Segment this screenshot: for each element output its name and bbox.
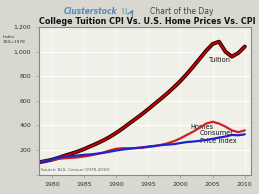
Text: Source: BLS, Census (1978-2010): Source: BLS, Census (1978-2010) — [41, 168, 110, 172]
Text: Homes: Homes — [190, 124, 213, 130]
Text: Tuition: Tuition — [209, 57, 231, 62]
Text: Consumer
Price Index: Consumer Price Index — [200, 130, 236, 144]
Text: College Tuition CPI Vs. U.S. Home Prices Vs. CPI: College Tuition CPI Vs. U.S. Home Prices… — [39, 17, 255, 26]
Text: ⌇⌇: ⌇⌇ — [120, 7, 128, 16]
Text: Chart of the Day: Chart of the Day — [149, 7, 213, 16]
Text: Index
100=1978: Index 100=1978 — [3, 35, 25, 44]
Text: Clusterstock: Clusterstock — [64, 7, 118, 16]
